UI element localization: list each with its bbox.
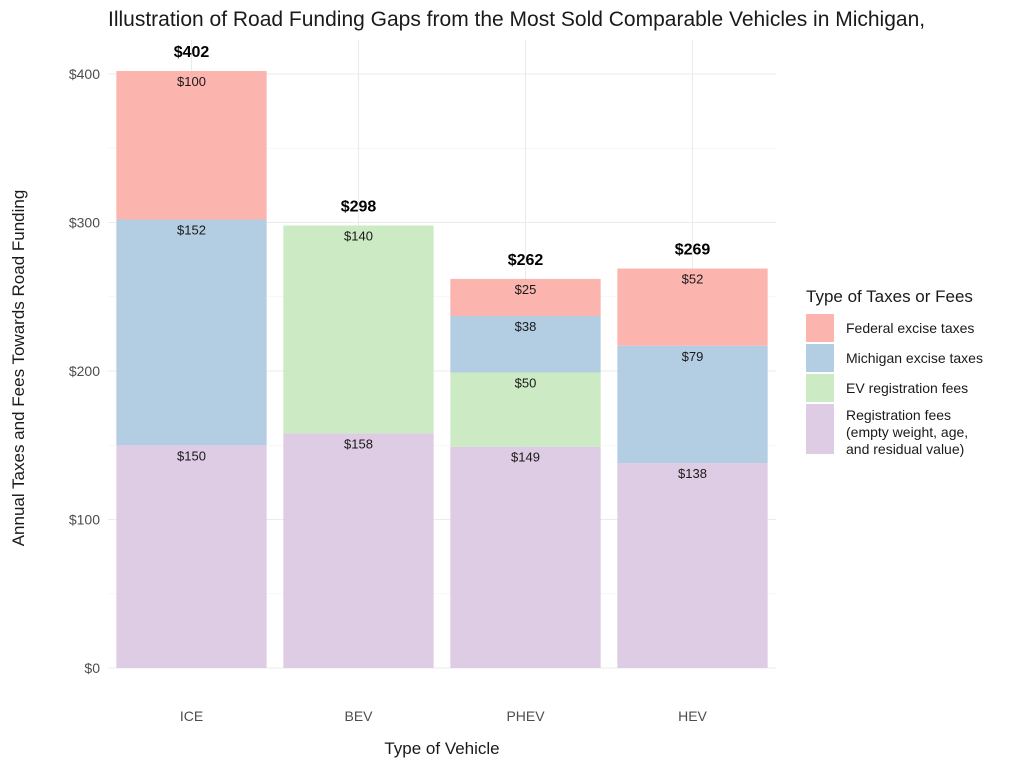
bar-segment bbox=[450, 278, 601, 317]
y-tick-label: $300 bbox=[69, 215, 100, 231]
segment-value-label: $52 bbox=[682, 272, 704, 287]
segment-value-label: $79 bbox=[682, 349, 704, 364]
bar-segment bbox=[283, 225, 434, 434]
y-tick-label: $100 bbox=[69, 512, 100, 528]
bar-segment bbox=[450, 446, 601, 668]
bar-total-label: $262 bbox=[508, 252, 544, 269]
segment-value-label: $140 bbox=[344, 228, 373, 243]
segment-value-label: $100 bbox=[177, 74, 206, 89]
segment-value-label: $158 bbox=[344, 436, 373, 451]
segment-value-label: $38 bbox=[515, 319, 537, 334]
legend-title: Type of Taxes or Fees bbox=[806, 287, 973, 306]
segment-value-label: $152 bbox=[177, 223, 206, 238]
bar-segment bbox=[283, 433, 434, 668]
y-axis-title: Annual Taxes and Fees Towards Road Fundi… bbox=[9, 190, 28, 547]
segment-value-label: $138 bbox=[678, 466, 707, 481]
x-axis: ICE BEV PHEV HEV bbox=[180, 708, 708, 724]
y-tick-label: $200 bbox=[69, 363, 100, 379]
legend-label: Michigan excise taxes bbox=[846, 350, 983, 366]
bar-segment bbox=[116, 219, 267, 446]
legend-swatch bbox=[806, 314, 834, 342]
bar-segment bbox=[450, 372, 601, 447]
segment-value-label: $50 bbox=[515, 375, 537, 390]
legend-label: Federal excise taxes bbox=[846, 320, 974, 336]
legend-label: Registration fees (empty weight, age, and … bbox=[846, 407, 968, 457]
bar-total-label: $298 bbox=[341, 198, 377, 215]
x-axis-title: Type of Vehicle bbox=[384, 739, 499, 758]
legend-label: EV registration fees bbox=[846, 380, 968, 396]
y-tick-label: $400 bbox=[69, 66, 100, 82]
legend: Type of Taxes or Fees Federal excise taxe… bbox=[806, 287, 983, 457]
x-tick-label: BEV bbox=[344, 708, 373, 724]
bar-segment bbox=[617, 463, 768, 668]
segment-value-label: $150 bbox=[177, 448, 206, 463]
bar-segment bbox=[116, 71, 267, 220]
y-axis: $0 $100 $200 $300 $400 bbox=[69, 66, 100, 676]
bar-total-label: $402 bbox=[174, 44, 210, 61]
bar-total-label: $269 bbox=[675, 242, 711, 259]
bars: $150 $152 $100 $402 $158 $140 $298 $149 $50 $38 $2… bbox=[116, 44, 768, 668]
legend-swatch bbox=[806, 374, 834, 402]
chart-title: Illustration of Road Funding Gaps from t… bbox=[108, 8, 925, 31]
bar-segment bbox=[450, 316, 601, 373]
segment-value-label: $149 bbox=[511, 450, 540, 465]
y-tick-label: $0 bbox=[84, 660, 100, 676]
bar-segment bbox=[617, 345, 768, 464]
legend-swatch bbox=[806, 344, 834, 372]
x-tick-label: HEV bbox=[678, 708, 707, 724]
x-tick-label: PHEV bbox=[506, 708, 545, 724]
x-tick-label: ICE bbox=[180, 708, 203, 724]
segment-value-label: $25 bbox=[515, 282, 537, 297]
bar-segment bbox=[617, 268, 768, 346]
legend-swatch bbox=[806, 404, 834, 454]
bar-segment bbox=[116, 445, 267, 668]
